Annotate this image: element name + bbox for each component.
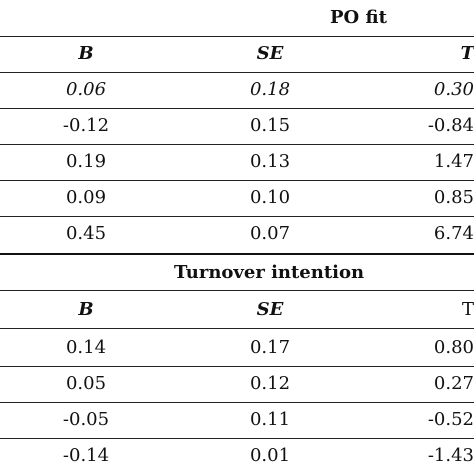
cell-se: 0.10: [249, 187, 291, 208]
header-se: SE: [256, 299, 284, 320]
table-row: -0.14 0.01 -1.43: [0, 438, 474, 474]
cell-se: 0.07: [249, 223, 291, 244]
rule: [0, 328, 474, 329]
table-row: 0.19 0.13 1.47: [0, 144, 474, 180]
section-title-po-fit: PO fit: [330, 7, 387, 28]
cell-b: 0.09: [65, 187, 107, 208]
cell-b: -0.12: [62, 115, 110, 136]
header-t: T: [461, 299, 474, 320]
header-t: T: [460, 43, 474, 64]
cell-se: 0.13: [249, 151, 291, 172]
rule: [0, 290, 474, 291]
table-row: 0.14 0.17 0.80: [0, 330, 474, 366]
cell-se: 0.12: [249, 373, 291, 394]
rule: [0, 108, 474, 109]
rule: [0, 36, 474, 37]
cell-t: -0.84: [427, 115, 474, 136]
header-row: B SE T: [0, 36, 474, 72]
cell-se: 0.15: [249, 115, 291, 136]
cell-t: 6.74: [433, 223, 474, 244]
cell-se: 0.01: [249, 445, 291, 466]
cell-b: -0.05: [62, 409, 110, 430]
rule: [0, 144, 474, 145]
cell-se: 0.17: [249, 337, 291, 358]
header-se: SE: [256, 43, 284, 64]
rule: [0, 216, 474, 217]
table-row: -0.12 0.15 -0.84: [0, 108, 474, 144]
cell-b: 0.14: [65, 337, 107, 358]
table-row: 0.05 0.12 0.27: [0, 366, 474, 402]
table-row: 0.09 0.10 0.85: [0, 180, 474, 216]
cell-b: 0.45: [65, 223, 107, 244]
rule: [0, 180, 474, 181]
cell-t: 0.80: [433, 337, 474, 358]
header-b: B: [78, 299, 94, 320]
rule: [0, 72, 474, 73]
cell-t: 0.27: [433, 373, 474, 394]
header-b: B: [78, 43, 94, 64]
section-title-row: PO fit: [0, 0, 474, 36]
cell-b: 0.19: [65, 151, 107, 172]
table-row: 0.06 0.18 0.30: [0, 72, 474, 108]
cell-t: 1.47: [433, 151, 474, 172]
section-title-turnover-intention: Turnover intention: [174, 262, 365, 283]
table-row: 0.45 0.07 6.74: [0, 216, 474, 252]
section-divider: [0, 253, 474, 255]
table-row: -0.05 0.11 -0.52: [0, 402, 474, 438]
cell-b: 0.05: [65, 373, 107, 394]
section-title-row: Turnover intention: [0, 255, 474, 291]
cell-se: 0.11: [249, 409, 291, 430]
cell-b: 0.06: [65, 79, 107, 100]
cell-t: 0.30: [433, 79, 474, 100]
cell-se: 0.18: [249, 79, 291, 100]
header-row: B SE T: [0, 292, 474, 328]
cell-t: 0.85: [433, 187, 474, 208]
rule: [0, 438, 474, 439]
cell-b: -0.14: [62, 445, 110, 466]
rule: [0, 366, 474, 367]
rule: [0, 402, 474, 403]
cell-t: -0.52: [427, 409, 474, 430]
cell-t: -1.43: [427, 445, 474, 466]
